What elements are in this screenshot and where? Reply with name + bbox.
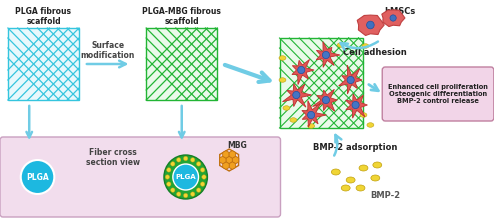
Circle shape (164, 155, 208, 199)
Ellipse shape (279, 78, 286, 82)
Polygon shape (382, 10, 405, 26)
Text: PLGA fibrous
scaffold: PLGA fibrous scaffold (16, 7, 72, 26)
Polygon shape (222, 162, 229, 170)
Ellipse shape (367, 123, 374, 127)
Text: PLGA: PLGA (176, 174, 196, 180)
Text: BMP-2 adsorption: BMP-2 adsorption (314, 143, 398, 152)
Circle shape (184, 193, 188, 198)
Circle shape (322, 96, 330, 104)
Ellipse shape (362, 44, 369, 48)
Ellipse shape (359, 165, 368, 171)
Circle shape (190, 158, 195, 162)
Circle shape (176, 192, 181, 196)
Bar (8, 28, 79, 100)
Circle shape (184, 156, 188, 161)
Circle shape (202, 175, 206, 179)
Ellipse shape (338, 43, 344, 47)
Polygon shape (226, 156, 232, 164)
Circle shape (390, 15, 396, 21)
Text: Fiber cross
section view: Fiber cross section view (86, 148, 140, 167)
Polygon shape (229, 151, 235, 158)
Bar (280, 38, 363, 128)
FancyBboxPatch shape (382, 67, 494, 121)
Ellipse shape (308, 124, 314, 128)
Polygon shape (357, 15, 384, 35)
Polygon shape (346, 94, 368, 118)
Text: PLGA: PLGA (26, 173, 49, 182)
Text: BMP-2: BMP-2 (370, 191, 400, 200)
Circle shape (170, 188, 175, 192)
Ellipse shape (290, 118, 297, 122)
Ellipse shape (283, 106, 290, 110)
Polygon shape (316, 42, 340, 67)
Circle shape (347, 76, 354, 84)
Circle shape (298, 66, 305, 74)
Circle shape (20, 160, 54, 194)
Circle shape (200, 182, 204, 186)
Ellipse shape (332, 169, 340, 175)
Circle shape (166, 182, 171, 186)
Circle shape (366, 21, 374, 29)
Circle shape (190, 192, 195, 196)
Circle shape (308, 111, 314, 119)
Circle shape (196, 162, 201, 166)
Text: MBG: MBG (227, 141, 247, 150)
Polygon shape (229, 162, 235, 170)
Circle shape (166, 168, 171, 172)
Text: Enhanced cell proliferation
Osteogenic differentiation
BMP-2 control release: Enhanced cell proliferation Osteogenic d… (388, 84, 488, 104)
FancyArrowPatch shape (334, 135, 342, 155)
Polygon shape (312, 89, 337, 111)
FancyArrowPatch shape (340, 42, 378, 49)
Bar (146, 28, 218, 100)
Circle shape (173, 164, 199, 190)
Circle shape (352, 101, 359, 109)
Polygon shape (338, 65, 362, 94)
FancyBboxPatch shape (0, 137, 280, 217)
Ellipse shape (342, 185, 350, 191)
Circle shape (196, 188, 201, 192)
Circle shape (292, 91, 300, 99)
Text: Cell adhesion: Cell adhesion (344, 48, 407, 57)
Polygon shape (222, 151, 229, 158)
Polygon shape (232, 156, 239, 164)
Ellipse shape (360, 113, 367, 117)
Polygon shape (292, 59, 314, 85)
Circle shape (176, 158, 181, 162)
Ellipse shape (371, 175, 380, 181)
Circle shape (170, 162, 175, 166)
Text: Surface
modification: Surface modification (80, 41, 135, 60)
Polygon shape (302, 101, 326, 127)
Circle shape (322, 51, 330, 59)
Polygon shape (282, 84, 312, 107)
Circle shape (200, 168, 204, 172)
Text: PLGA-MBG fibrous
scaffold: PLGA-MBG fibrous scaffold (142, 7, 221, 26)
Ellipse shape (346, 177, 355, 183)
Ellipse shape (279, 56, 286, 60)
Ellipse shape (356, 185, 365, 191)
Circle shape (165, 175, 170, 179)
Text: hMSCs: hMSCs (384, 7, 416, 16)
Polygon shape (220, 156, 226, 164)
Ellipse shape (373, 162, 382, 168)
